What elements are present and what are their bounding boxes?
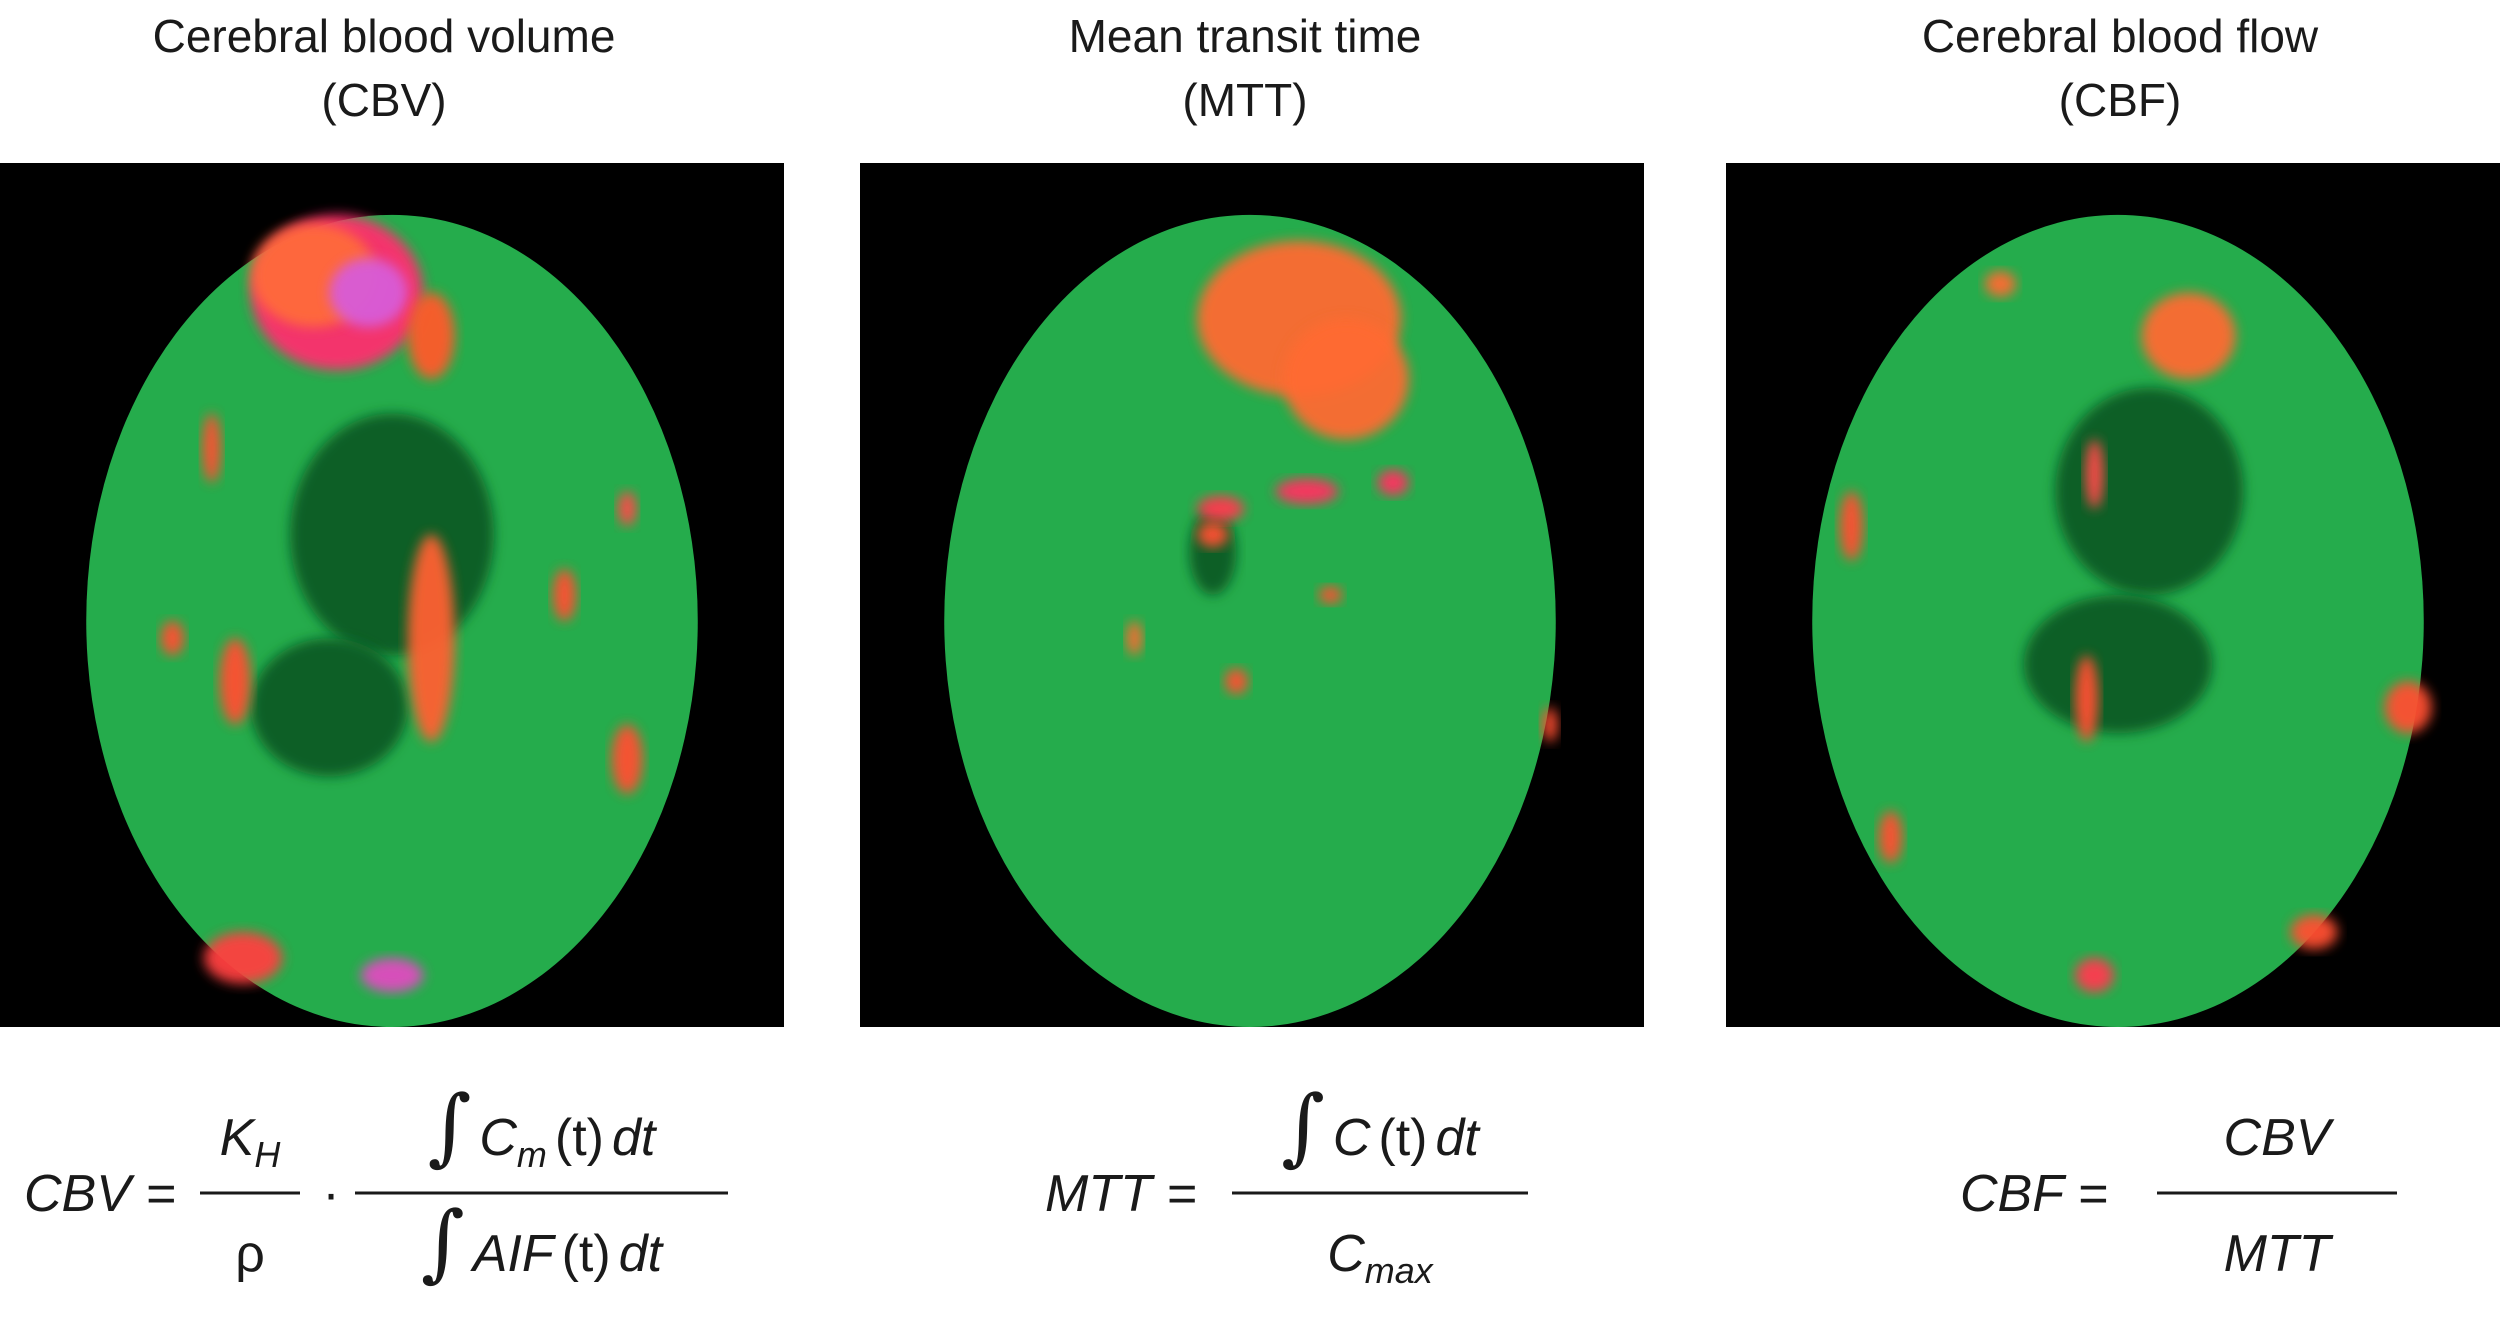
hot-spot <box>1839 491 1864 561</box>
denominator: Cmax <box>1327 1225 1435 1291</box>
hot-spot <box>407 534 455 742</box>
panel-abbrev: (CBF) <box>2059 74 2182 126</box>
formula-part: MTT <box>2224 1225 2334 1283</box>
formula-part: AIF <box>470 1225 557 1283</box>
formula-part: ∫ <box>421 1193 465 1291</box>
hot-spot <box>219 638 251 725</box>
hot-spot <box>1224 668 1249 695</box>
hot-spot <box>1542 707 1558 742</box>
formula-operator: · <box>322 1165 339 1223</box>
formula-part: C <box>1327 1225 1365 1283</box>
hot-spot <box>2085 439 2104 509</box>
hot-spot <box>202 413 222 483</box>
hot-spot <box>203 931 283 984</box>
hot-spot <box>1126 620 1143 656</box>
hot-spot <box>329 258 408 328</box>
hot-spot <box>1318 586 1343 604</box>
low-perfusion <box>2023 595 2213 734</box>
denominator: MTT <box>2224 1225 2334 1283</box>
perfusion-map <box>860 163 1644 1028</box>
numerator: ∫ Cm (t) dt <box>428 1077 658 1175</box>
hot-spot <box>1878 811 1903 863</box>
brain-outline <box>944 214 1556 1028</box>
hot-spot <box>2074 957 2115 993</box>
formula-lhs: CBF = <box>1960 1165 2108 1223</box>
hot-spot <box>407 292 455 379</box>
formula-part: m <box>517 1134 547 1175</box>
hot-spot <box>2290 914 2338 950</box>
formula-part: ρ <box>235 1225 265 1283</box>
low-perfusion <box>290 413 494 656</box>
formula-part: (t) <box>1378 1109 1427 1167</box>
hot-spot <box>1984 271 2017 297</box>
hot-spot <box>1283 318 1409 440</box>
numerator: CBV <box>2224 1109 2335 1167</box>
hot-spot <box>1197 495 1245 522</box>
formula-part: (t) <box>562 1225 611 1283</box>
formula-part: CBV <box>2224 1109 2335 1167</box>
formula-part: max <box>1365 1250 1435 1291</box>
formula-part: C <box>1333 1109 1371 1167</box>
formula-part: K <box>220 1109 257 1167</box>
hot-spot <box>160 620 185 656</box>
hot-spot <box>1197 521 1229 548</box>
perfusion-map <box>0 163 784 1028</box>
panel-title: Mean transit time <box>1069 10 1422 62</box>
hot-spot <box>1377 469 1409 496</box>
formula-part: (t) <box>555 1109 604 1167</box>
hot-spot <box>2384 681 2432 734</box>
panel-title: Cerebral blood flow <box>1922 10 2319 62</box>
formula-part: dt <box>612 1109 658 1167</box>
formula-part: dt <box>619 1225 665 1283</box>
hot-spot <box>611 724 643 794</box>
hot-spot <box>617 491 637 526</box>
formula-part: ∫ <box>1281 1077 1325 1175</box>
low-perfusion <box>1189 508 1237 595</box>
denominator: ∫ AIF (t) dt <box>421 1193 665 1291</box>
denominator: ρ <box>235 1225 265 1283</box>
hot-spot <box>2074 655 2099 742</box>
formula-part: H <box>254 1134 281 1175</box>
formula-lhs: MTT = <box>1045 1165 1197 1223</box>
low-perfusion <box>250 638 408 777</box>
hot-spot <box>360 957 424 993</box>
formula-part: dt <box>1436 1109 1482 1167</box>
numerator: ∫ C (t) dt <box>1281 1077 1481 1175</box>
panel-abbrev: (MTT) <box>1182 74 1307 126</box>
formula-lhs: CBV = <box>24 1165 176 1223</box>
panel-title: Cerebral blood volume <box>153 10 616 62</box>
low-perfusion <box>2055 387 2244 595</box>
hot-spot <box>552 569 577 621</box>
perfusion-map <box>1726 163 2500 1028</box>
formula-part: C <box>479 1109 517 1167</box>
formula-part: ∫ <box>428 1077 472 1175</box>
hot-spot <box>1275 478 1339 505</box>
panel-abbrev: (CBV) <box>321 74 446 126</box>
hot-spot <box>2141 292 2236 379</box>
numerator: KH <box>220 1109 282 1175</box>
